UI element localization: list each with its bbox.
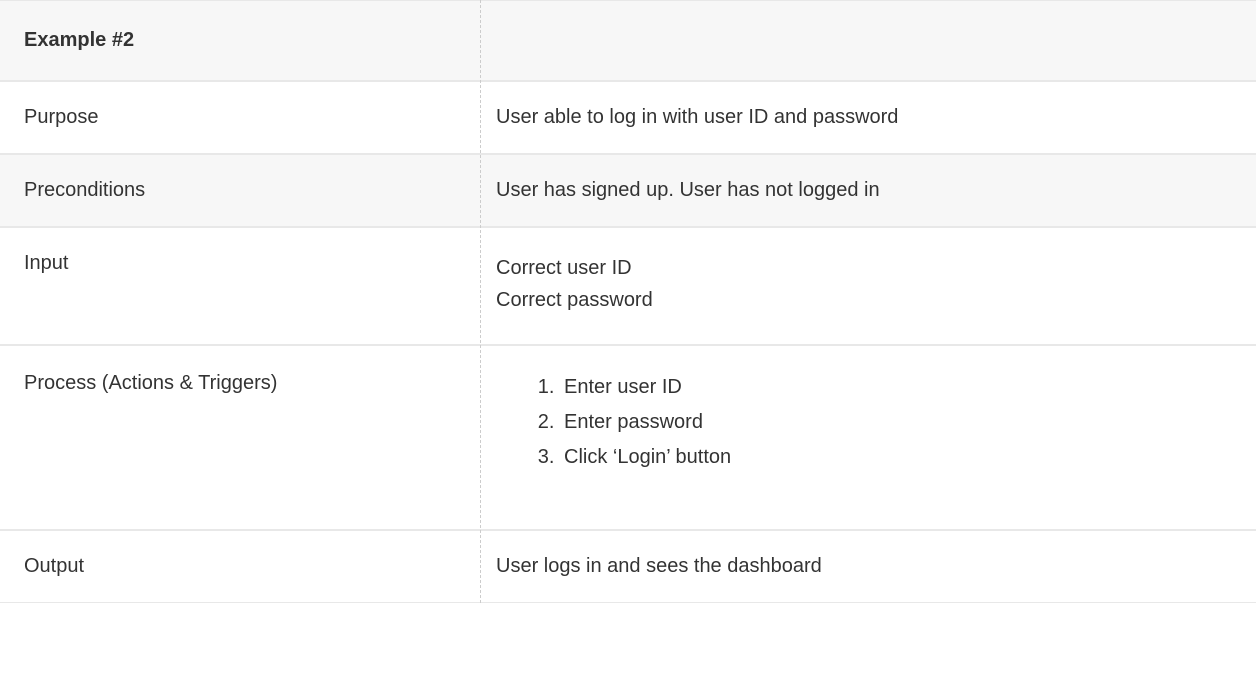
row-label-preconditions: Preconditions [0, 155, 480, 226]
row-value-input: Correct user ID Correct password [480, 228, 1256, 344]
row-label-input: Input [0, 228, 480, 344]
row-value-output: User logs in and sees the dashboard [480, 531, 1256, 602]
input-line: Correct user ID [496, 252, 1232, 284]
process-step: Click ‘Login’ button [560, 440, 1232, 475]
process-step: Enter password [560, 405, 1232, 440]
use-case-table: Example #2 Purpose User able to log in w… [0, 0, 1256, 603]
header-value [480, 1, 1256, 80]
table-row: Output User logs in and sees the dashboa… [0, 530, 1256, 603]
table-row: Preconditions User has signed up. User h… [0, 154, 1256, 227]
column-divider [480, 0, 481, 603]
process-ordered-list: Enter user ID Enter password Click ‘Logi… [496, 368, 1232, 505]
input-line: Correct password [496, 284, 1232, 316]
row-value-preconditions: User has signed up. User has not logged … [480, 155, 1256, 226]
header-label: Example #2 [0, 1, 480, 80]
row-value-purpose: User able to log in with user ID and pas… [480, 82, 1256, 153]
table-row: Purpose User able to log in with user ID… [0, 81, 1256, 154]
row-label-purpose: Purpose [0, 82, 480, 153]
row-label-process: Process (Actions & Triggers) [0, 346, 480, 529]
row-label-output: Output [0, 531, 480, 602]
table-header-row: Example #2 [0, 0, 1256, 81]
process-step: Enter user ID [560, 370, 1232, 405]
table-row: Input Correct user ID Correct password [0, 227, 1256, 345]
row-value-process: Enter user ID Enter password Click ‘Logi… [480, 346, 1256, 529]
table-row: Process (Actions & Triggers) Enter user … [0, 345, 1256, 530]
